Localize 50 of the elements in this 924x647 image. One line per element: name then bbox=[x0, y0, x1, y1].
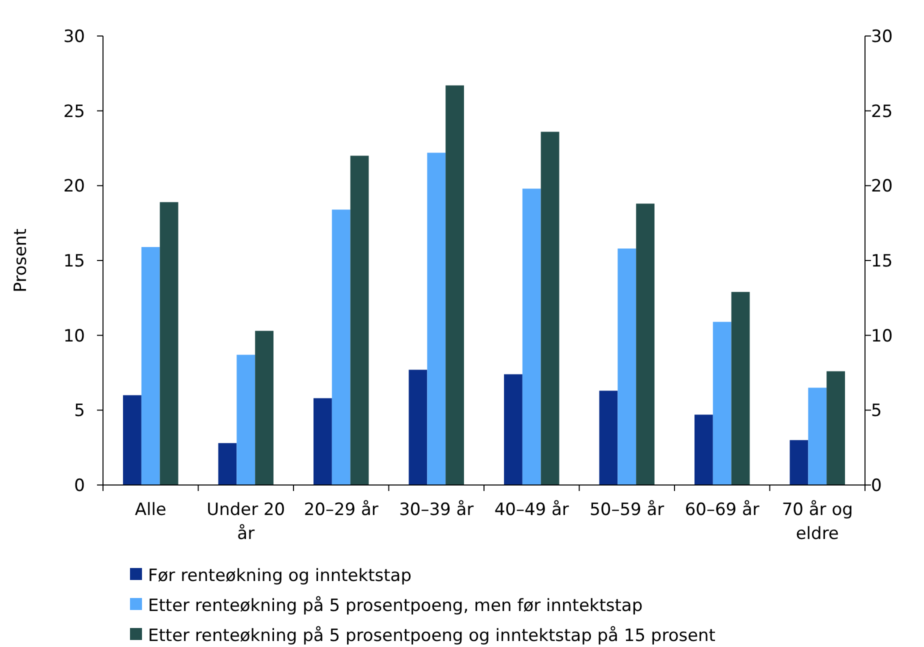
y-tick-label: 20 bbox=[63, 176, 85, 197]
bar bbox=[599, 390, 618, 485]
bar bbox=[808, 388, 827, 485]
bar bbox=[332, 210, 350, 485]
y2-tick-label: 15 bbox=[871, 251, 893, 272]
legend-label: Etter renteøkning på 5 prosentpoeng, men før inntektstap bbox=[148, 596, 643, 616]
y2-tick-label: 20 bbox=[871, 176, 893, 197]
bar bbox=[618, 248, 636, 485]
y-tick-label: 5 bbox=[74, 401, 85, 422]
y-tick-label: 30 bbox=[63, 26, 85, 47]
y2-tick-label: 10 bbox=[871, 326, 893, 346]
bar bbox=[636, 204, 654, 485]
bar bbox=[314, 398, 332, 485]
bar bbox=[218, 443, 237, 485]
bar bbox=[504, 374, 522, 485]
x-tick-label: 20–29 år bbox=[304, 500, 378, 520]
y2-tick-label: 30 bbox=[871, 26, 893, 47]
bar bbox=[446, 85, 464, 485]
bar bbox=[236, 354, 256, 485]
y-axis-title: Prosent bbox=[11, 228, 31, 292]
y-tick-label: 0 bbox=[74, 476, 85, 496]
x-tick-label: 60–69 år bbox=[684, 500, 760, 520]
x-tick-label: 40–49 år bbox=[494, 500, 569, 520]
y2-tick-label: 25 bbox=[871, 102, 893, 122]
legend-label: Etter renteøkning på 5 prosentpoeng og inntektstap på 15 prosent bbox=[148, 626, 716, 646]
bar bbox=[694, 414, 713, 485]
bar bbox=[731, 292, 750, 485]
bar bbox=[255, 330, 274, 485]
bar bbox=[408, 370, 428, 485]
bar bbox=[712, 322, 732, 485]
y-tick-label: 10 bbox=[63, 326, 85, 346]
bar bbox=[123, 395, 142, 485]
y2-tick-label: 5 bbox=[871, 401, 882, 422]
bar bbox=[160, 202, 178, 485]
bar bbox=[790, 440, 808, 485]
legend-label: Før renteøkning og inntektstap bbox=[148, 566, 412, 586]
x-tick-label: Under 20 år bbox=[206, 500, 286, 544]
x-tick-label: 70 år og eldre bbox=[782, 500, 853, 544]
x-tick-label: 50–59 år bbox=[590, 500, 664, 520]
x-tick-label: 30–39 år bbox=[399, 500, 474, 520]
bar bbox=[540, 132, 560, 485]
y-tick-label: 15 bbox=[63, 251, 85, 272]
x-tick-label: Alle bbox=[134, 500, 166, 520]
y-tick-label: 25 bbox=[63, 102, 85, 122]
bar bbox=[826, 371, 845, 485]
bar bbox=[141, 247, 160, 485]
bar bbox=[350, 156, 369, 485]
bar bbox=[522, 188, 541, 485]
y2-tick-label: 0 bbox=[871, 476, 882, 496]
bar bbox=[427, 152, 446, 485]
